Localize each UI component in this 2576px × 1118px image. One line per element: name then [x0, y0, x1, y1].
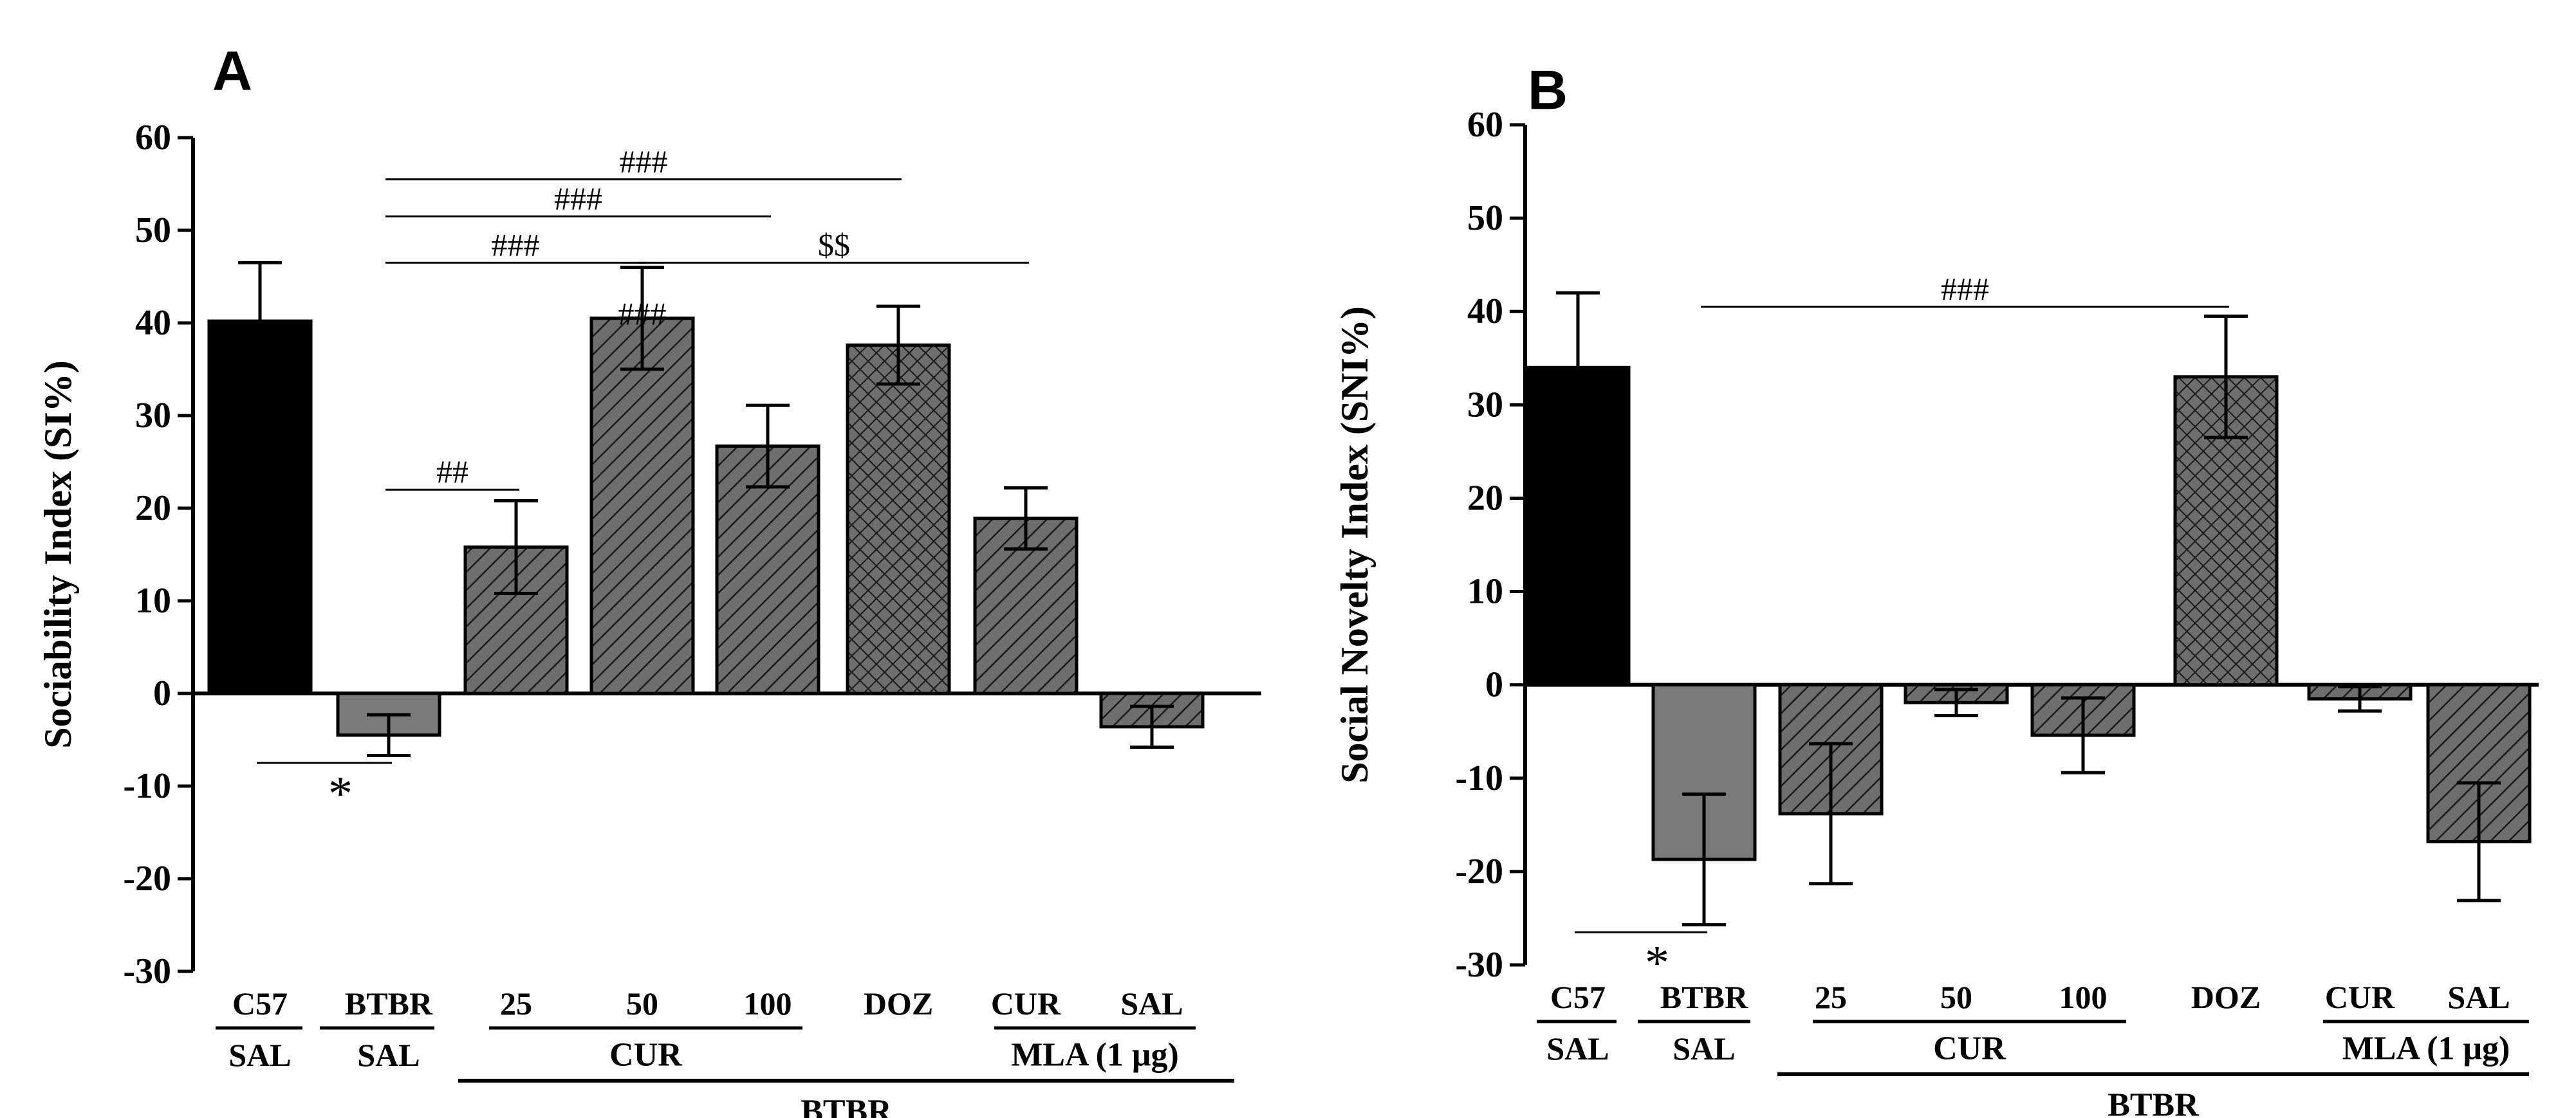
group-label-cur: CUR	[609, 1037, 683, 1074]
panel-letter: A	[212, 41, 252, 102]
y-tick-label: 0	[1485, 665, 1503, 705]
y-tick-label: 20	[135, 488, 171, 528]
y-tick-label: 50	[135, 210, 171, 250]
bar	[846, 344, 951, 695]
y-axis-label: Sociability Index (SI%)	[37, 360, 79, 748]
bar	[589, 316, 695, 695]
category-sublabel: SAL	[228, 1037, 291, 1073]
y-tick-label: 20	[1467, 478, 1503, 518]
y-tick-label: 60	[1467, 105, 1503, 145]
significance-marker: ###	[618, 296, 667, 332]
category-label: 50	[1940, 979, 1972, 1015]
significance-marker: *	[328, 767, 353, 821]
significance-marker: $$	[818, 226, 850, 262]
y-tick-label: 50	[1467, 198, 1503, 238]
y-tick-label: -10	[123, 766, 171, 806]
category-label: CUR	[991, 985, 1061, 1022]
significance-marker: *	[1645, 936, 1669, 990]
category-label: 25	[1815, 979, 1847, 1015]
category-label: 25	[500, 985, 532, 1022]
significance-marker: ###	[1941, 271, 1989, 307]
group-label-btbr: BTBR	[2108, 1087, 2200, 1118]
y-tick-label: 30	[135, 396, 171, 435]
y-tick-label: -10	[1455, 758, 1503, 798]
bar	[207, 319, 313, 695]
category-label: C57	[1550, 979, 1606, 1015]
category-label: DOZ	[2191, 979, 2261, 1015]
y-tick-label: 40	[135, 303, 171, 343]
category-label: 100	[2059, 979, 2108, 1015]
category-label: BTBR	[1660, 979, 1748, 1015]
significance-marker: ###	[554, 180, 602, 216]
category-sublabel: SAL	[1673, 1031, 1735, 1067]
y-tick-label: -20	[1455, 852, 1503, 892]
y-tick-label: 40	[1467, 291, 1503, 331]
group-label-mla: MLA (1 μg)	[2342, 1031, 2510, 1067]
y-tick-label: -30	[1455, 945, 1503, 985]
y-tick-label: 0	[153, 674, 171, 713]
category-label: BTBR	[345, 985, 433, 1022]
category-label: C57	[232, 985, 288, 1022]
y-axis-label: Social Novelty Index (SNI%)	[1333, 306, 1376, 784]
y-tick-label: 30	[1467, 385, 1503, 425]
y-tick-label: 60	[135, 118, 171, 158]
y-tick-label: 10	[1467, 572, 1503, 612]
category-sublabel: SAL	[357, 1037, 420, 1073]
group-label-cur: CUR	[1933, 1031, 2006, 1067]
y-tick-label: -20	[123, 859, 171, 899]
group-label-mla: MLA (1 μg)	[1011, 1037, 1179, 1074]
category-sublabel: SAL	[1546, 1031, 1609, 1067]
category-label: SAL	[2447, 979, 2510, 1015]
significance-marker: ##	[436, 454, 468, 490]
category-label: DOZ	[864, 985, 933, 1022]
category-label: 100	[744, 985, 792, 1022]
significance-marker: ###	[620, 143, 668, 179]
category-label: CUR	[2325, 979, 2395, 1015]
y-tick-label: -30	[123, 951, 171, 991]
category-label: 50	[626, 985, 658, 1022]
panel-letter: B	[1528, 60, 1568, 122]
category-label: SAL	[1120, 985, 1183, 1022]
y-tick-label: 10	[135, 581, 171, 621]
significance-marker: ###	[492, 226, 540, 262]
group-label-btbr: BTBR	[801, 1094, 893, 1118]
